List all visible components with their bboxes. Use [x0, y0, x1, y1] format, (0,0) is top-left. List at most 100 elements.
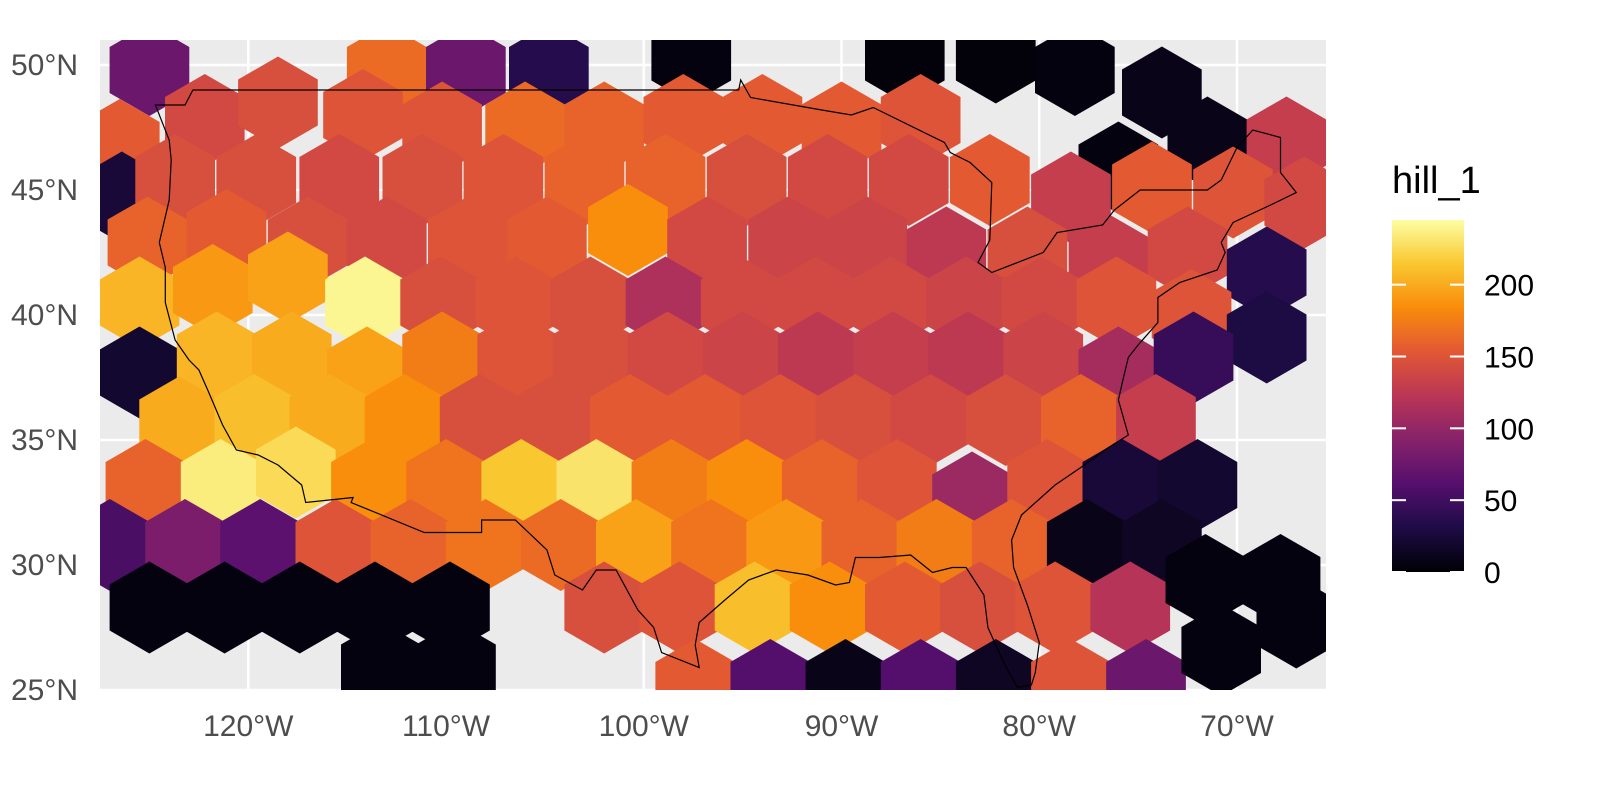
hex-cell — [706, 134, 787, 226]
hex-cell — [588, 184, 668, 276]
hex-cell — [702, 311, 783, 404]
legend-tick-label: 50 — [1484, 485, 1517, 518]
hex-cell — [655, 639, 735, 690]
hex-cell — [180, 439, 261, 531]
y-tick-label: 40°N — [11, 299, 78, 332]
hex-cell — [1226, 291, 1307, 384]
hex-cell — [627, 311, 708, 404]
hex-cell — [176, 311, 257, 404]
legend-tick-label: 100 — [1484, 413, 1534, 446]
hex-cell — [341, 621, 421, 690]
hex-cell — [631, 439, 712, 531]
y-tick-label: 50°N — [11, 49, 78, 82]
hex-cell — [100, 256, 180, 349]
hex-cell — [865, 561, 945, 654]
hex-cell — [481, 439, 561, 531]
hex-cell — [746, 499, 826, 591]
hex-cell — [1264, 156, 1326, 249]
x-tick-label: 80°W — [1002, 710, 1076, 743]
hex-cell — [787, 134, 868, 226]
hex-cell — [556, 439, 637, 531]
hex-cell — [172, 244, 253, 336]
hex-cell — [1112, 141, 1192, 234]
hex-cell — [1031, 639, 1111, 690]
x-tick-label: 90°W — [805, 710, 879, 743]
legend-ticks: 200 150 100 50 0 — [1392, 270, 1534, 590]
hex-cell — [109, 561, 190, 654]
y-tick-label: 35°N — [11, 424, 78, 457]
hex-cell — [1041, 374, 1121, 466]
hex-cell — [1226, 226, 1307, 319]
hex-cell — [1165, 534, 1246, 626]
hex-cell — [1157, 439, 1238, 531]
hex-cell — [955, 639, 1036, 690]
hex-cell — [928, 311, 1008, 404]
us-border-outline — [154, 78, 1298, 689]
hex-cell — [789, 561, 870, 654]
x-tick-label: 70°W — [1200, 710, 1274, 743]
hex-cell — [740, 374, 821, 466]
hex-cell — [1256, 576, 1326, 669]
hex-cell — [255, 426, 336, 519]
legend-tick-label: 0 — [1484, 557, 1501, 590]
hex-cell — [890, 374, 971, 466]
hex-cell — [706, 439, 787, 531]
hex-cell — [463, 134, 544, 226]
hex-cell — [1076, 256, 1157, 349]
y-axis-labels: 50°N 45°N 40°N 35°N 30°N 25°N — [11, 49, 78, 707]
y-tick-label: 30°N — [11, 549, 78, 582]
hex-cell — [1116, 374, 1196, 466]
hex-cell — [477, 311, 558, 404]
hex-cell — [1193, 146, 1273, 239]
hex-cell — [331, 439, 411, 531]
hex-cell — [145, 499, 225, 591]
x-tick-label: 100°W — [599, 710, 690, 743]
hex-cell — [1082, 439, 1163, 531]
hex-cell — [139, 376, 219, 469]
hex-cell — [730, 639, 811, 690]
hex-cell — [821, 499, 902, 591]
hex-cell — [714, 561, 795, 654]
y-tick-label: 25°N — [11, 674, 78, 707]
hex-cell — [325, 256, 405, 349]
hex-cell — [299, 134, 380, 226]
hex-cell — [238, 56, 318, 149]
hex-cell — [778, 311, 858, 404]
hex-cell — [520, 499, 601, 591]
hex-cells — [100, 40, 1326, 690]
hex-cell — [105, 439, 186, 531]
hex-cell — [259, 561, 340, 654]
hex-cell — [184, 561, 265, 654]
hex-cell — [552, 311, 633, 404]
hex-cell — [853, 311, 933, 404]
hex-cell — [815, 374, 896, 466]
legend-tick-label: 200 — [1484, 270, 1534, 303]
hex-cell — [1090, 561, 1171, 654]
legend-colorbar — [1392, 220, 1464, 572]
x-axis-labels: 120°W 110°W 100°W 90°W 80°W 70°W — [203, 710, 1274, 743]
hex-cell — [665, 374, 745, 466]
y-tick-label: 45°N — [11, 174, 78, 207]
hex-cell — [965, 374, 1046, 466]
hex-cell — [1003, 311, 1084, 404]
x-tick-label: 110°W — [402, 710, 491, 743]
hex-cell — [880, 639, 961, 690]
hex-cell — [1153, 311, 1234, 404]
hex-cell — [248, 231, 328, 324]
hex-cell — [868, 134, 949, 226]
hex-cell — [639, 561, 720, 654]
hex-cell — [220, 499, 300, 591]
hex-cell — [439, 374, 520, 466]
hex-cell — [1147, 206, 1228, 299]
color-legend: hill_1 200 150 100 50 0 — [1392, 160, 1534, 590]
hex-cell — [406, 439, 486, 531]
hex-cell — [805, 639, 886, 690]
hex-cell — [857, 439, 937, 531]
hex-cell — [370, 499, 451, 591]
hex-cell — [955, 40, 1036, 104]
hex-cell — [1007, 439, 1087, 531]
hex-cell — [781, 439, 862, 531]
hex-cell — [402, 311, 482, 404]
hex-cell — [364, 374, 445, 466]
